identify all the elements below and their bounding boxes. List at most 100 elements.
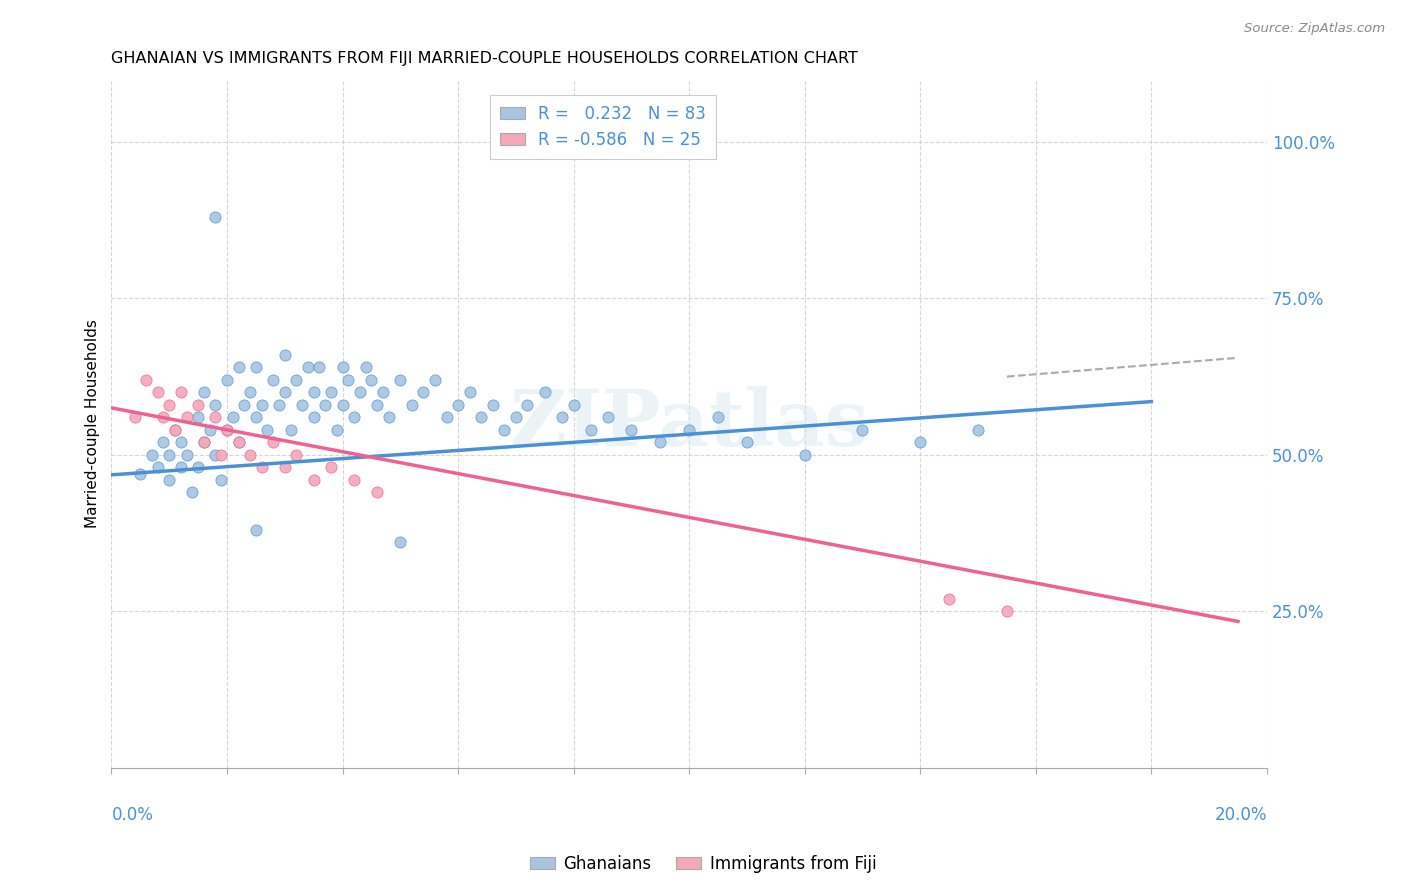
Point: [332, 398, 354, 412]
Point: [181, 485, 204, 500]
Point: [129, 467, 152, 481]
Text: 20.0%: 20.0%: [1215, 805, 1267, 823]
Point: [146, 385, 169, 400]
Point: [389, 535, 412, 549]
Point: [377, 410, 399, 425]
Point: [354, 360, 377, 375]
Point: [222, 410, 245, 425]
Point: [598, 410, 620, 425]
Point: [562, 398, 585, 412]
Point: [204, 448, 226, 462]
Point: [551, 410, 574, 425]
Point: [262, 435, 284, 450]
Point: [620, 423, 643, 437]
Point: [735, 435, 758, 450]
Point: [343, 410, 366, 425]
Point: [152, 410, 174, 425]
Point: [170, 435, 193, 450]
Point: [176, 410, 198, 425]
Point: [481, 398, 503, 412]
Point: [447, 398, 470, 412]
Point: [250, 460, 273, 475]
Point: [280, 423, 302, 437]
Point: [366, 485, 388, 500]
Point: [707, 410, 730, 425]
Point: [187, 460, 209, 475]
Point: [204, 410, 226, 425]
Point: [215, 423, 238, 437]
Point: [209, 448, 232, 462]
Point: [239, 385, 262, 400]
Point: [239, 448, 262, 462]
Point: [146, 460, 169, 475]
Point: [793, 448, 815, 462]
Point: [319, 460, 342, 475]
Point: [233, 398, 256, 412]
Point: [215, 373, 238, 387]
Point: [360, 373, 382, 387]
Text: ZIPatlas: ZIPatlas: [509, 385, 869, 461]
Point: [285, 448, 308, 462]
Point: [325, 423, 347, 437]
Y-axis label: Married-couple Households: Married-couple Households: [86, 319, 100, 528]
Point: [938, 591, 960, 606]
Point: [494, 423, 516, 437]
Point: [209, 473, 232, 487]
Point: [516, 398, 538, 412]
Point: [337, 373, 360, 387]
Point: [389, 373, 412, 387]
Point: [250, 398, 273, 412]
Point: [187, 410, 209, 425]
Legend: Ghanaians, Immigrants from Fiji: Ghanaians, Immigrants from Fiji: [523, 848, 883, 880]
Point: [176, 448, 198, 462]
Point: [366, 398, 388, 412]
Point: [204, 398, 226, 412]
Point: [274, 460, 297, 475]
Point: [851, 423, 873, 437]
Point: [533, 385, 555, 400]
Text: 0.0%: 0.0%: [111, 805, 153, 823]
Point: [308, 360, 330, 375]
Point: [215, 423, 238, 437]
Point: [302, 385, 325, 400]
Point: [193, 435, 215, 450]
Point: [262, 373, 284, 387]
Point: [436, 410, 458, 425]
Point: [371, 385, 394, 400]
Legend: R =   0.232   N = 83, R = -0.586   N = 25: R = 0.232 N = 83, R = -0.586 N = 25: [489, 95, 716, 159]
Text: Source: ZipAtlas.com: Source: ZipAtlas.com: [1244, 22, 1385, 36]
Point: [198, 423, 221, 437]
Point: [470, 410, 492, 425]
Point: [245, 360, 267, 375]
Point: [256, 423, 278, 437]
Point: [349, 385, 371, 400]
Point: [204, 210, 226, 224]
Text: GHANAIAN VS IMMIGRANTS FROM FIJI MARRIED-COUPLE HOUSEHOLDS CORRELATION CHART: GHANAIAN VS IMMIGRANTS FROM FIJI MARRIED…: [111, 51, 858, 66]
Point: [343, 473, 366, 487]
Point: [170, 460, 193, 475]
Point: [995, 604, 1018, 618]
Point: [152, 435, 174, 450]
Point: [579, 423, 602, 437]
Point: [423, 373, 446, 387]
Point: [319, 385, 342, 400]
Point: [297, 360, 319, 375]
Point: [910, 435, 932, 450]
Point: [505, 410, 527, 425]
Point: [302, 473, 325, 487]
Point: [141, 448, 163, 462]
Point: [291, 398, 314, 412]
Point: [302, 410, 325, 425]
Point: [228, 360, 250, 375]
Point: [967, 423, 990, 437]
Point: [245, 410, 267, 425]
Point: [135, 373, 157, 387]
Point: [650, 435, 672, 450]
Point: [187, 398, 209, 412]
Point: [314, 398, 336, 412]
Point: [267, 398, 290, 412]
Point: [163, 423, 186, 437]
Point: [170, 385, 193, 400]
Point: [228, 435, 250, 450]
Point: [458, 385, 481, 400]
